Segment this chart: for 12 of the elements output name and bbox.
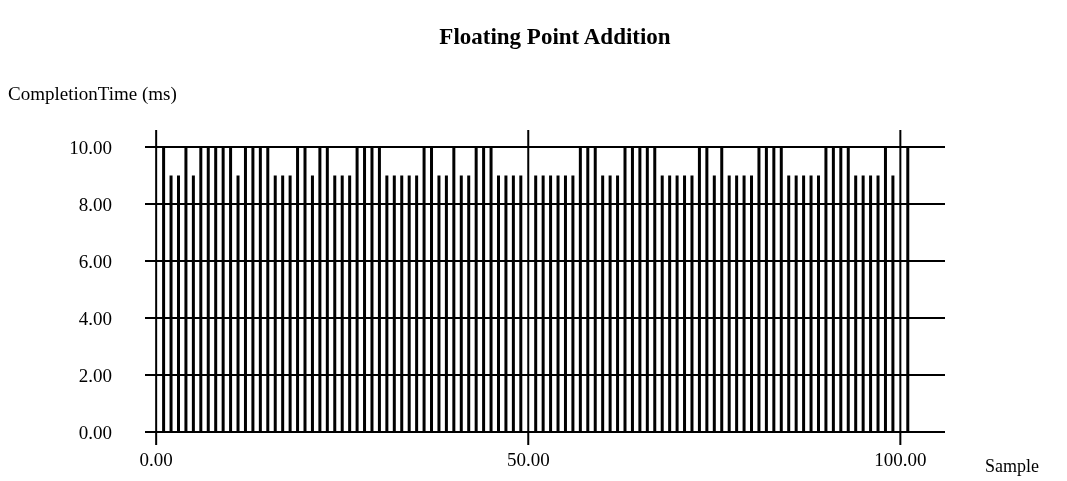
- y-tick-label: 8.00: [78, 193, 112, 215]
- y-tick-label: 0.00: [78, 421, 112, 443]
- x-axis-title: Sample: [985, 456, 1039, 476]
- y-tick-label: 10.00: [69, 136, 112, 158]
- x-tick-label: 100.00: [874, 449, 927, 470]
- y-tick-label: 2.00: [78, 364, 112, 386]
- y-tick-label: 4.00: [78, 307, 112, 329]
- y-axis-title: CompletionTime (ms): [8, 83, 177, 105]
- y-tick-label: 6.00: [78, 250, 112, 272]
- x-tick-label: 0.00: [139, 449, 173, 470]
- x-tick-label: 50.00: [506, 449, 550, 470]
- chart-title: Floating Point Addition: [439, 24, 671, 49]
